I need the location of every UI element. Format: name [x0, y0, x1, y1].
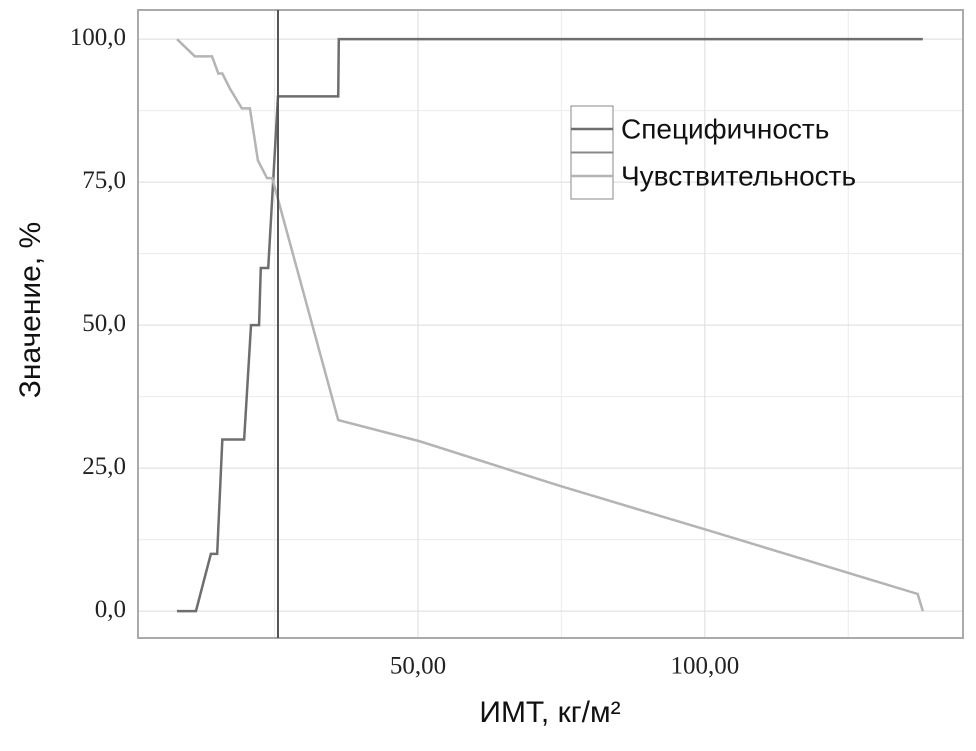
y-tick-label: 25,0	[82, 453, 126, 480]
series-line	[176, 38, 925, 612]
series-line	[177, 37, 923, 613]
legend-label: Специфичность	[621, 113, 829, 144]
legend-label: Чувствительность	[621, 160, 856, 191]
y-tick-label: 100,0	[70, 24, 126, 51]
x-tick-label: 50,00	[390, 653, 446, 680]
x-axis-label: ИМТ, кг/м²	[479, 696, 620, 729]
plot-frame	[137, 9, 964, 639]
y-axis-label: Значение, %	[14, 222, 47, 398]
y-tick-label: 50,0	[82, 310, 126, 337]
y-tick-label: 75,0	[82, 167, 126, 194]
y-tick-label: 0,0	[95, 596, 126, 623]
x-tick-label: 100,00	[670, 653, 739, 680]
